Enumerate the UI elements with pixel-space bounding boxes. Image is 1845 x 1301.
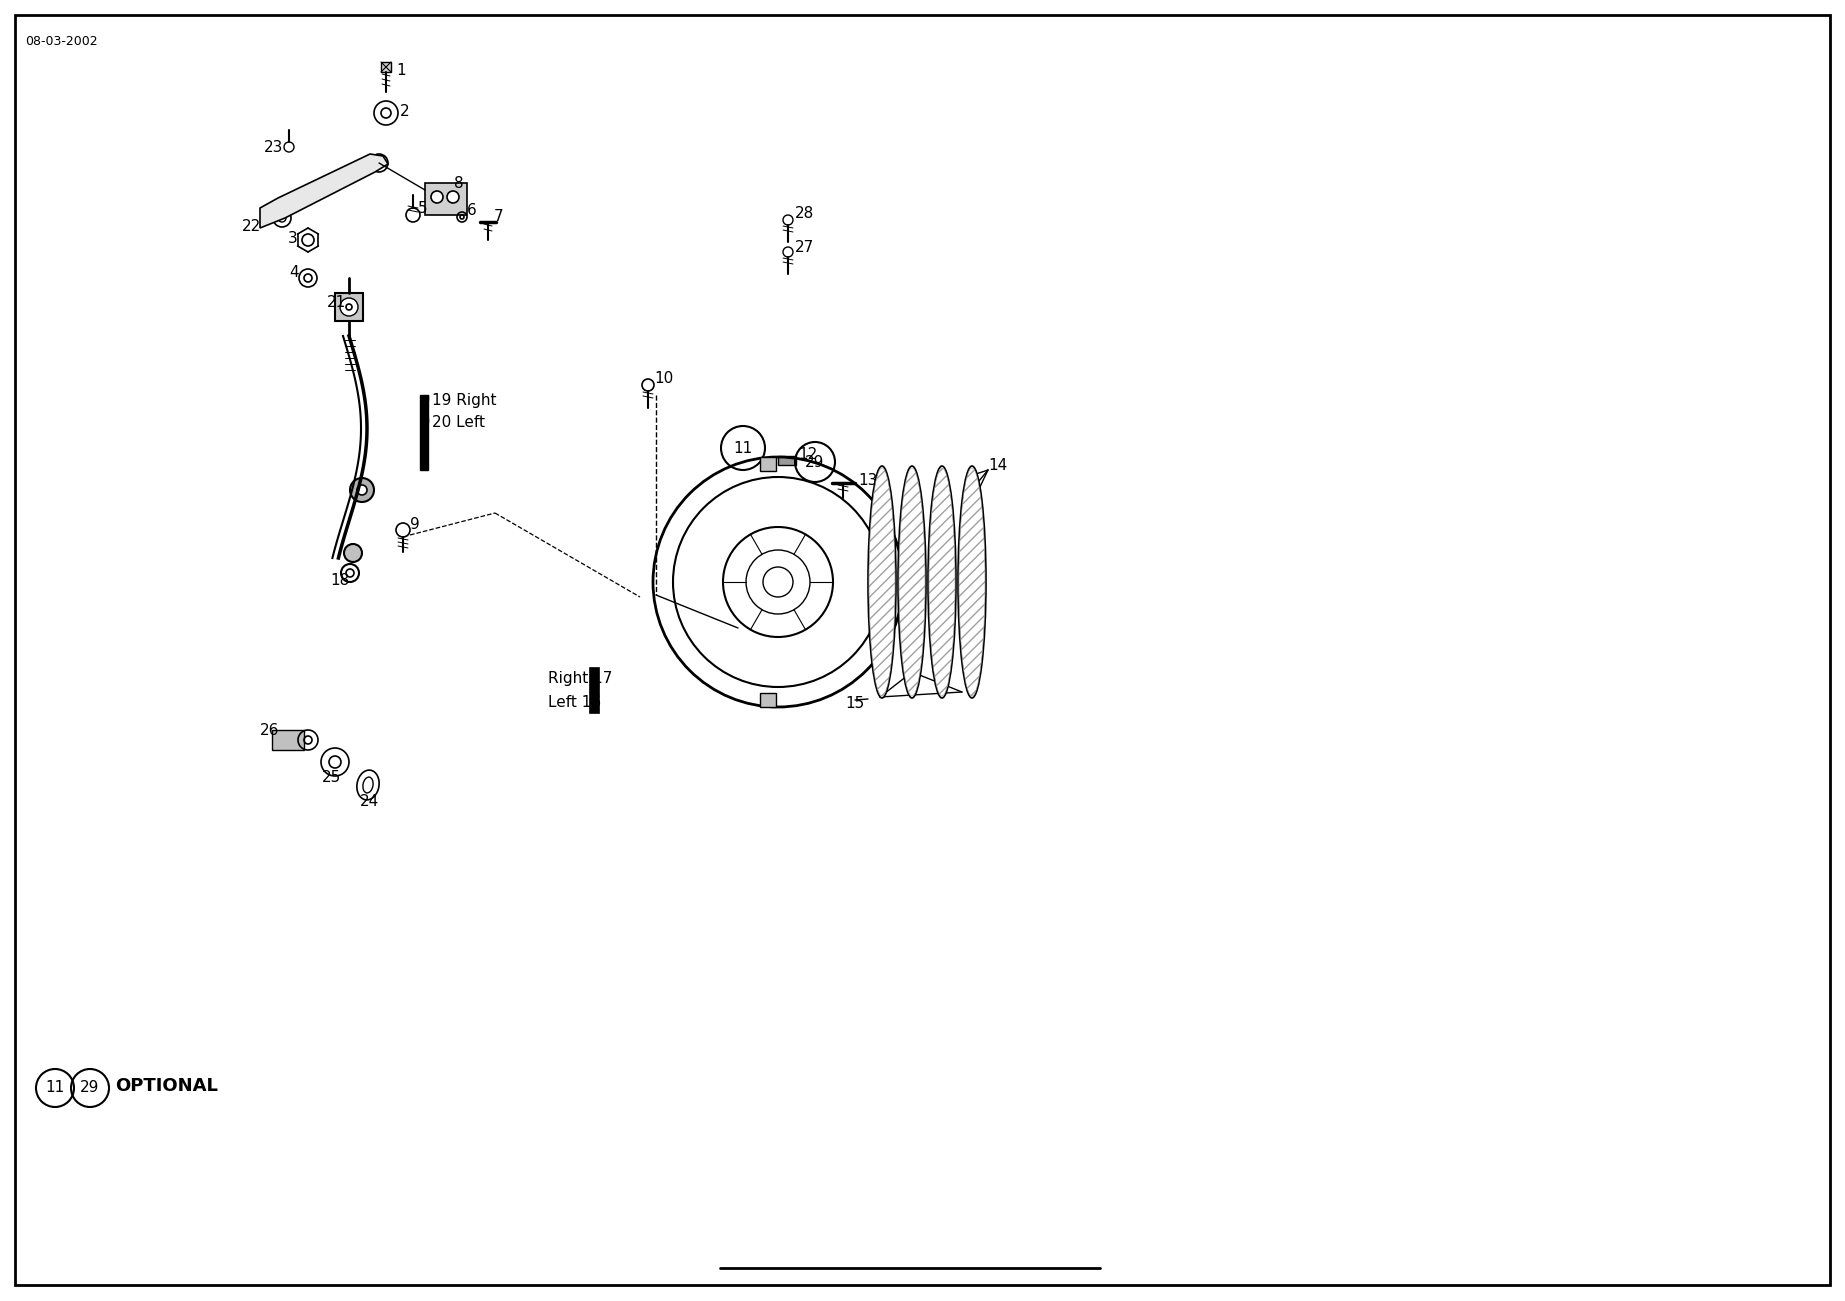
Circle shape — [356, 485, 367, 494]
Text: 28: 28 — [795, 206, 814, 220]
Text: Left 16: Left 16 — [548, 695, 601, 709]
Text: 9: 9 — [410, 516, 421, 532]
Text: 29: 29 — [804, 454, 825, 470]
Circle shape — [432, 191, 443, 203]
Bar — [424, 183, 467, 215]
Text: 22: 22 — [242, 219, 262, 233]
Circle shape — [273, 209, 292, 226]
Text: 26: 26 — [260, 722, 279, 738]
Bar — [590, 667, 600, 713]
Bar — [779, 455, 795, 464]
Text: 2: 2 — [400, 104, 410, 118]
Polygon shape — [260, 154, 387, 228]
Ellipse shape — [928, 466, 956, 699]
Text: OPTIONAL: OPTIONAL — [114, 1077, 218, 1095]
Circle shape — [339, 298, 358, 316]
Ellipse shape — [867, 466, 897, 699]
Text: 19 Right: 19 Right — [432, 393, 496, 407]
Bar — [421, 396, 428, 470]
Text: 14: 14 — [989, 458, 1007, 472]
Text: 8: 8 — [454, 176, 463, 190]
Bar — [760, 692, 775, 706]
Text: 3: 3 — [288, 230, 297, 246]
Text: 29: 29 — [81, 1081, 100, 1095]
Bar — [336, 293, 363, 321]
Ellipse shape — [958, 466, 985, 699]
Text: 6: 6 — [467, 203, 476, 217]
Text: 27: 27 — [795, 239, 814, 255]
Text: 08-03-2002: 08-03-2002 — [26, 35, 98, 48]
Text: 7: 7 — [494, 208, 504, 224]
Bar — [271, 730, 304, 749]
Text: 11: 11 — [46, 1081, 65, 1095]
Text: 5: 5 — [419, 200, 428, 216]
Bar — [382, 62, 391, 72]
Ellipse shape — [899, 466, 926, 699]
Text: 18: 18 — [330, 572, 349, 588]
Text: 24: 24 — [360, 795, 380, 809]
Text: 20 Left: 20 Left — [432, 415, 485, 429]
Circle shape — [351, 477, 375, 502]
Circle shape — [343, 544, 362, 562]
Text: 13: 13 — [858, 472, 878, 488]
Bar — [760, 458, 775, 471]
Circle shape — [446, 191, 459, 203]
Circle shape — [371, 154, 387, 172]
Text: 1: 1 — [397, 62, 406, 78]
Text: 21: 21 — [327, 294, 347, 310]
Text: 23: 23 — [264, 139, 284, 155]
Text: 15: 15 — [845, 696, 865, 710]
Text: Right 17: Right 17 — [548, 670, 613, 686]
Text: 25: 25 — [323, 770, 341, 786]
Text: 12: 12 — [799, 446, 817, 462]
Text: 4: 4 — [290, 264, 299, 280]
Text: 10: 10 — [653, 371, 673, 385]
Text: 11: 11 — [732, 441, 753, 455]
